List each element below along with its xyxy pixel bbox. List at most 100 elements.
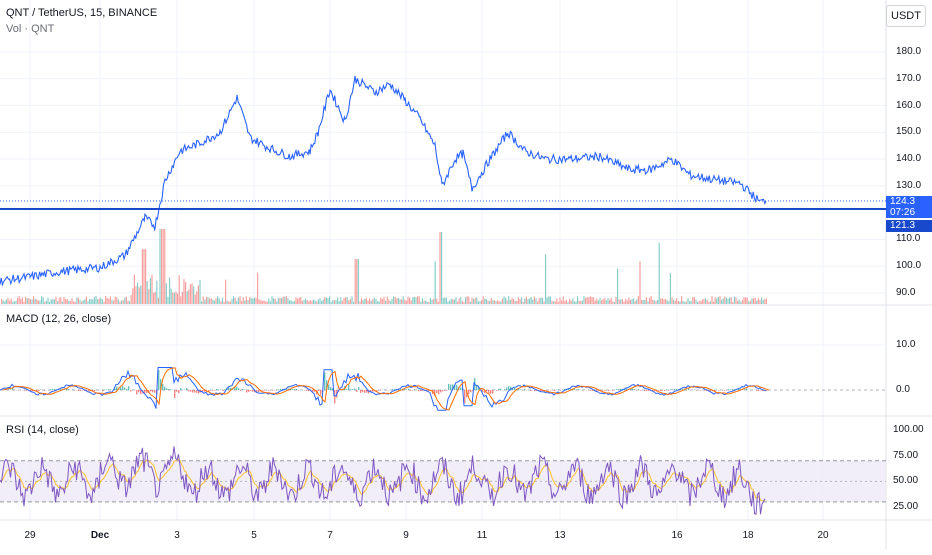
volume-bar — [281, 298, 282, 304]
volume-bar — [539, 298, 540, 304]
volume-bar — [361, 298, 362, 304]
volume-bar — [206, 297, 207, 304]
volume-bar — [599, 298, 600, 304]
volume-bar — [246, 296, 247, 304]
volume-bar — [409, 297, 410, 304]
macd-histogram-bar — [166, 388, 167, 390]
macd-histogram-bar — [492, 390, 493, 394]
volume-bar — [76, 298, 77, 304]
volume-bar — [27, 298, 28, 304]
macd-histogram-bar — [356, 390, 357, 392]
macd-histogram-bar — [128, 386, 129, 390]
horizontal-line-price-label[interactable]: 121.3 — [886, 220, 932, 232]
rsi-legend[interactable]: RSI (14, close) — [6, 424, 79, 436]
volume-bar — [665, 299, 666, 304]
volume-bar — [129, 301, 130, 304]
macd-histogram-bar — [468, 390, 469, 394]
volume-bar — [495, 301, 496, 304]
volume-bar — [331, 302, 332, 304]
volume-bar — [726, 298, 727, 304]
volume-bar — [270, 302, 271, 304]
volume-bar — [721, 300, 722, 304]
macd-histogram-bar — [640, 390, 641, 391]
volume-bar — [41, 296, 42, 304]
volume-bar — [524, 299, 525, 304]
volume-bar — [563, 297, 564, 304]
volume-bar — [553, 301, 554, 304]
volume-bar — [759, 300, 760, 304]
volume-bar — [83, 300, 84, 304]
macd-legend[interactable]: MACD (12, 26, close) — [6, 313, 111, 325]
volume-bar — [87, 301, 88, 304]
volume-bar — [115, 297, 116, 304]
volume-bar — [255, 298, 256, 304]
volume-bar — [294, 301, 295, 304]
volume-bar — [462, 301, 463, 304]
currency-unit-button[interactable]: USDT — [886, 5, 926, 27]
volume-bar — [737, 301, 738, 304]
macd-histogram-bar — [346, 389, 347, 390]
volume-bar — [383, 297, 384, 304]
volume-bar — [439, 232, 440, 304]
volume-bar — [318, 299, 319, 304]
volume-bar — [428, 302, 429, 304]
macd-histogram-bar — [136, 390, 137, 394]
volume-bar — [603, 299, 604, 304]
volume-bar — [187, 291, 188, 304]
macd-histogram-bar — [534, 390, 535, 391]
volume-legend[interactable]: Vol · QNT — [6, 23, 54, 35]
volume-bar — [195, 295, 196, 304]
volume-bar — [81, 302, 82, 304]
volume-bar — [166, 283, 167, 304]
symbol-legend[interactable]: QNT / TetherUS, 15, BINANCE — [6, 7, 157, 19]
macd-histogram-bar — [582, 390, 583, 391]
macd-histogram-bar — [540, 390, 541, 391]
macd-histogram-bar — [262, 390, 263, 391]
volume-bar — [503, 296, 504, 304]
macd-histogram-bar — [758, 390, 759, 391]
macd-histogram-bar — [732, 389, 733, 390]
macd-histogram-bar — [248, 390, 249, 392]
volume-bar — [523, 302, 524, 304]
volume-bar — [139, 287, 140, 304]
macd-histogram-bar — [710, 390, 711, 391]
volume-bar — [353, 302, 354, 304]
volume-bar — [75, 302, 76, 304]
volume-bar — [716, 299, 717, 304]
macd-histogram-bar — [464, 390, 465, 403]
macd-histogram-bar — [268, 390, 269, 391]
macd-histogram-bar — [246, 390, 247, 393]
volume-bar — [295, 297, 296, 304]
volume-bar — [470, 302, 471, 304]
price-tick-label: 170.0 — [896, 73, 921, 84]
volume-bar — [65, 299, 66, 304]
macd-histogram-bar — [420, 390, 421, 391]
macd-histogram-bar — [612, 390, 613, 391]
volume-bar — [628, 298, 629, 304]
volume-bar — [734, 297, 735, 304]
volume-bar — [334, 300, 335, 304]
volume-bar — [387, 297, 388, 304]
macd-histogram-bar — [514, 388, 515, 390]
volume-bar — [423, 301, 424, 304]
volume-bar — [751, 298, 752, 304]
volume-bar — [86, 297, 87, 304]
macd-histogram-bar — [660, 390, 661, 391]
volume-bar — [6, 300, 7, 304]
macd-histogram-bar — [766, 390, 767, 391]
volume-bar — [403, 296, 404, 304]
volume-bar — [342, 301, 343, 304]
macd-histogram-bar — [330, 387, 331, 390]
volume-bar — [479, 301, 480, 304]
volume-bar — [182, 292, 183, 304]
volume-bar — [260, 300, 261, 304]
macd-histogram-bar — [724, 390, 725, 391]
volume-bar — [207, 297, 208, 304]
volume-bar — [99, 299, 100, 304]
volume-bar — [441, 232, 442, 304]
macd-histogram-bar — [554, 390, 555, 391]
volume-bar — [407, 297, 408, 304]
volume-bar — [19, 296, 20, 304]
